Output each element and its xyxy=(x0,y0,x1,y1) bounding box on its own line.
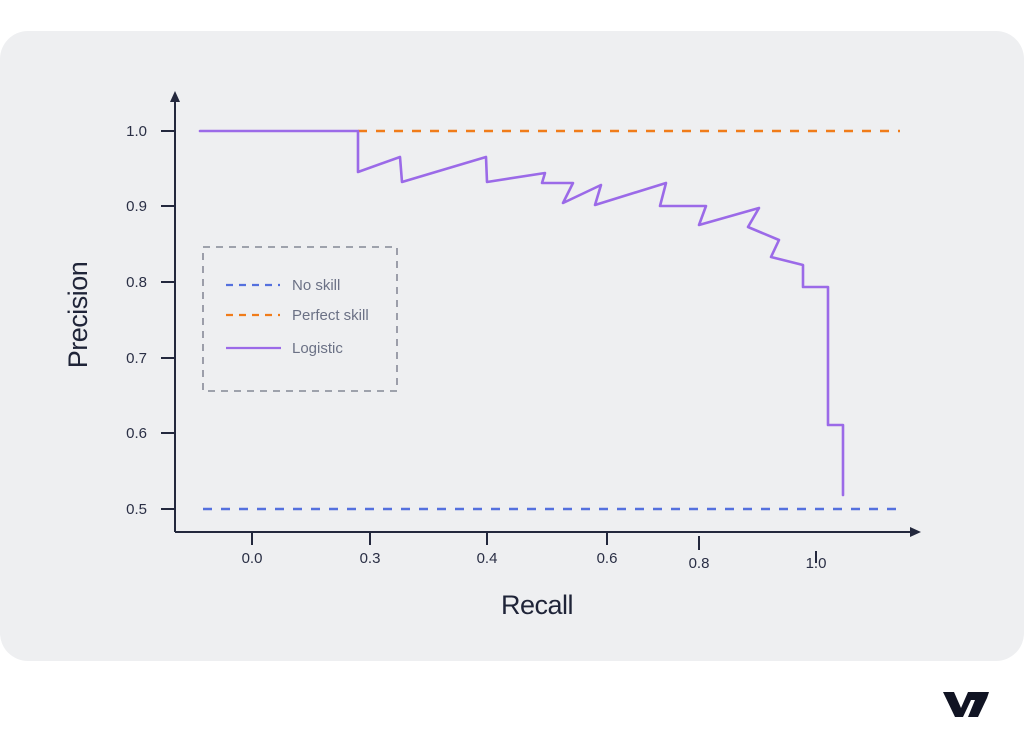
legend-box xyxy=(202,246,398,392)
legend: No skill Perfect skill Logistic xyxy=(202,246,398,392)
y-tick-label: 0.5 xyxy=(126,501,147,518)
legend-item-no-skill: No skill xyxy=(226,277,340,294)
x-tick-label: 0.6 xyxy=(597,550,618,567)
y-ticks: 1.0 0.9 0.8 0.7 0.6 0.5 xyxy=(126,123,175,518)
x-tick-label: 1.0 xyxy=(806,555,827,572)
chart-card xyxy=(0,31,1024,661)
legend-label: Logistic xyxy=(292,340,343,357)
v7-logo-icon xyxy=(943,692,989,717)
x-tick-label: 0.8 xyxy=(689,555,710,572)
y-axis-arrow-icon xyxy=(170,91,180,102)
legend-item-logistic: Logistic xyxy=(226,340,343,357)
legend-label: Perfect skill xyxy=(292,307,369,324)
x-tick-label: 0.3 xyxy=(360,550,381,567)
y-axis xyxy=(170,91,180,532)
x-axis-title: Recall xyxy=(501,590,573,620)
y-tick-label: 0.9 xyxy=(126,198,147,215)
x-axis-arrow-icon xyxy=(910,527,921,537)
x-tick-label: 0.4 xyxy=(477,550,498,567)
y-tick-label: 0.7 xyxy=(126,350,147,367)
x-tick-label: 0.0 xyxy=(242,550,263,567)
y-tick-label: 0.8 xyxy=(126,274,147,291)
x-axis xyxy=(175,527,921,537)
x-ticks: 0.0 0.3 0.4 0.6 0.8 1.0 xyxy=(242,532,827,572)
legend-item-perfect-skill: Perfect skill xyxy=(226,307,369,324)
y-tick-label: 0.6 xyxy=(126,425,147,442)
legend-label: No skill xyxy=(292,277,340,294)
logistic-curve xyxy=(198,129,845,497)
y-axis-title: Precision xyxy=(63,262,93,369)
y-tick-label: 1.0 xyxy=(126,123,147,140)
